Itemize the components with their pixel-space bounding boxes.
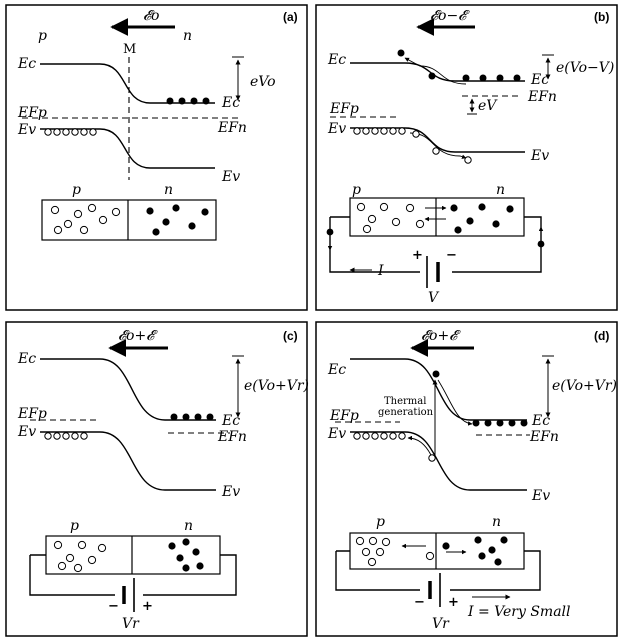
panel-d-ev-right-label: Ev [531,488,550,504]
panel-c-ec-label: Ec [17,351,36,367]
panel-b-ev-right-label: Ev [530,148,549,164]
panel-d-ec-label: Ec [327,362,346,378]
panel-a-bar-n-label: n [164,182,173,198]
panel-b-valence-band [350,127,525,153]
panel-d-efn-label: EFn [529,429,559,445]
panel-d-bar-p-label: p [376,514,385,530]
panel-d-conduction-band [350,358,527,421]
panel-d-bar-n-label: n [492,514,501,530]
panel-d-tag: (d) [594,329,609,343]
panel-c: (c) 𝓔o+𝓔 Ec EFp Ev Ec EFn Ev e(Vo+Vr) [5,321,309,637]
panel-b-ec-right-label: Ec [530,72,549,88]
panel-a-tag: (a) [283,10,298,24]
panel-d-ev-label: Ev [327,426,346,442]
panel-d-thermal-label-2: generation [378,407,434,418]
panel-a-field-label: 𝓔o [143,8,159,24]
panel-c-valence-band [40,431,216,491]
panel-d-holes [353,432,406,440]
panel-b-efn-label: EFn [527,89,557,105]
panel-c-bar-p-label: p [70,518,79,534]
panel-a-efp-label: EFp [17,105,47,121]
panel-b-ev-energy-label: eV [478,98,498,114]
panel-b-plus: + [412,248,423,263]
panel-d-voltage-label: Vr [432,616,450,632]
panel-d-field-label: 𝓔o+𝓔 [421,328,461,344]
panel-a-holes [44,128,97,136]
panel-d: (d) 𝓔o+𝓔 Thermal generation Ec EFp Ev Ec… [315,321,618,637]
panel-a-junction-bar [41,199,217,241]
panel-c-bar-n-label: n [184,518,193,534]
panel-c-field-label: 𝓔o+𝓔 [118,328,158,344]
panel-d-circuit [335,550,541,591]
panel-d-electrons [472,419,528,427]
panel-d-energy-label: e(Vo+Vr) [552,378,617,394]
panel-a-ev-label: Ev [17,122,36,138]
panel-a-p-label: p [38,28,47,44]
panel-a-efn-label: EFn [217,120,247,136]
panel-b-holes [353,127,472,164]
panel-b-energy-label: e(Vo−V) [556,60,614,76]
panel-b-junction-bar [349,197,525,237]
panel-b-field-label: 𝓔o−𝓔 [430,8,470,24]
panel-b-minus: − [446,248,457,263]
panel-b-electrons [428,72,521,82]
panel-b-current-label: I [377,263,384,279]
panel-a-ev-right-label: Ev [221,169,240,185]
panel-a-valence-band [40,128,215,169]
panel-d-current-label: I = Very Small [467,604,571,620]
panel-b-conduction-band [350,62,525,82]
panel-b-ev-label: Ev [327,121,346,137]
panel-c-ev-label: Ev [17,424,36,440]
panel-c-tag: (c) [283,329,298,343]
panel-d-minus: − [414,595,425,610]
panel-a: (a) 𝓔o p n M Ec EFp Ev Ec EFn Ev eVo [5,4,308,311]
panel-d-thermal-label-1: Thermal [384,396,426,407]
panel-a-ec-right-label: Ec [221,95,240,111]
panel-b: (b) 𝓔o−𝓔 Ec EFp Ev Ec EFn Ev e(Vo−V) [315,4,618,311]
panel-c-ev-right-label: Ev [221,484,240,500]
panel-d-valence-band [350,431,527,491]
panel-c-holes [44,432,88,440]
panel-c-minus: − [108,599,119,614]
panel-b-voltage-label: V [428,290,440,306]
panel-c-ec-right-label: Ec [221,413,240,429]
panel-c-voltage-label: Vr [122,616,140,632]
panel-d-ec-right-label: Ec [531,413,550,429]
panel-b-efp-label: EFp [329,101,359,117]
panel-a-M-label: M [123,42,136,57]
panel-a-bar-p-label: p [72,182,81,198]
panel-b-bar-p-label: p [352,182,361,198]
panel-c-circuit [29,554,237,596]
panel-b-bar-n-label: n [496,182,505,198]
panel-a-ec-label: Ec [17,56,36,72]
panel-c-efn-label: EFn [217,429,247,445]
panel-c-electrons [170,413,214,421]
panel-d-efp-label: EFp [329,408,359,424]
panel-a-n-label: n [183,28,192,44]
panel-c-energy-label: e(Vo+Vr) [244,378,309,394]
panel-a-electrons [166,97,210,105]
panel-a-energy-label: eVo [250,74,276,90]
panel-c-efp-label: EFp [17,406,47,422]
panel-c-conduction-band [40,358,216,421]
panel-d-plus: + [448,595,459,610]
panel-a-conduction-band [40,63,215,104]
panel-b-tag: (b) [594,10,609,24]
panel-b-ec-label: Ec [327,52,346,68]
panel-c-plus: + [142,599,153,614]
